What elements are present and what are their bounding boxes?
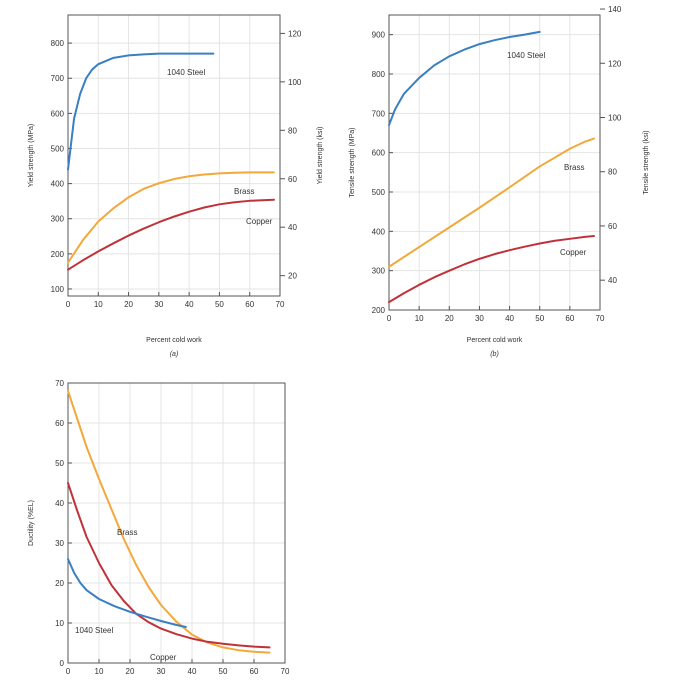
series-label-1040-steel: 1040 Steel xyxy=(507,51,545,60)
y-axis-label: Yield strength (MPa) xyxy=(28,124,35,188)
plot-frame xyxy=(388,14,601,311)
y-right-tick-label: 100 xyxy=(608,113,622,122)
x-tick-label: 20 xyxy=(445,314,454,323)
plot-frame xyxy=(67,382,286,664)
series-line-copper xyxy=(67,482,271,649)
x-tick-label: 60 xyxy=(245,300,254,309)
y-right-tick-label: 120 xyxy=(608,59,622,68)
y-tick-label: 60 xyxy=(55,419,64,428)
x-tick-label: 0 xyxy=(387,314,392,323)
panel-label: (a) xyxy=(170,351,179,358)
x-tick-label: 60 xyxy=(250,667,259,676)
series-line-brass xyxy=(67,171,275,264)
y-tick-label: 400 xyxy=(372,227,386,236)
plot-frame xyxy=(67,14,281,297)
y-tick-label: 10 xyxy=(55,619,64,628)
chart-c: 0 10 20 30 40 50 60 70 0 10 20 30 40 50 60 70 Ductility … xyxy=(28,379,290,676)
x-tick-label: 60 xyxy=(565,314,574,323)
series-line-brass xyxy=(67,390,271,654)
y-tick-label: 200 xyxy=(372,306,386,315)
series-line-1040-steel xyxy=(388,30,541,127)
y-tick-label: 300 xyxy=(372,267,386,276)
x-tick-label: 30 xyxy=(475,314,484,323)
x-tick-label: 10 xyxy=(415,314,424,323)
x-tick-label: 30 xyxy=(157,667,166,676)
y-right-tick-label: 40 xyxy=(288,223,297,232)
y-tick-label: 200 xyxy=(51,250,65,259)
y-tick-label: 700 xyxy=(51,74,65,83)
y-tick-label: 300 xyxy=(51,215,65,224)
y-axis-label-right: Yield strength (ksi) xyxy=(317,127,324,185)
y-tick-label: 500 xyxy=(372,188,386,197)
y-tick-label: 40 xyxy=(55,499,64,508)
y-tick-label: 600 xyxy=(372,149,386,158)
y-tick-label: 800 xyxy=(51,39,65,48)
x-tick-label: 40 xyxy=(505,314,514,323)
y-right-tick-label: 60 xyxy=(288,175,297,184)
y-axis-label: Tensile strength (MPa) xyxy=(349,127,356,197)
x-tick-label: 20 xyxy=(126,667,135,676)
series-label-1040-steel: 1040 Steel xyxy=(75,626,113,635)
y-tick-label: 800 xyxy=(372,70,386,79)
x-tick-label: 70 xyxy=(276,300,285,309)
series-label-copper: Copper xyxy=(150,653,177,662)
x-tick-label: 70 xyxy=(596,314,605,323)
series-line-1040-steel xyxy=(67,558,187,628)
y-axis-label: Ductility (%EL) xyxy=(28,500,35,546)
series-label-brass: Brass xyxy=(234,187,254,196)
y-right-tick-label: 100 xyxy=(288,78,302,87)
series-label-1040-steel: 1040 Steel xyxy=(167,68,205,77)
y-tick-label: 600 xyxy=(51,109,65,118)
x-tick-label: 20 xyxy=(124,300,133,309)
y-tick-label: 900 xyxy=(372,31,386,40)
series-line-copper xyxy=(388,235,595,304)
y-tick-label: 30 xyxy=(55,539,64,548)
series-line-1040-steel xyxy=(67,52,215,171)
x-axis-label: Percent cold work xyxy=(467,337,523,344)
series-line-brass xyxy=(388,137,595,268)
y-tick-label: 400 xyxy=(51,180,65,189)
y-right-tick-label: 40 xyxy=(608,276,617,285)
x-tick-label: 70 xyxy=(281,667,290,676)
y-right-tick-label: 80 xyxy=(608,168,617,177)
x-tick-label: 0 xyxy=(66,667,71,676)
panel-label: (b) xyxy=(490,351,499,358)
y-tick-label: 500 xyxy=(51,144,65,153)
y-axis-label-right: Tensile strength (ksi) xyxy=(643,130,650,194)
y-tick-label: 20 xyxy=(55,579,64,588)
x-tick-label: 10 xyxy=(94,300,103,309)
series-label-copper: Copper xyxy=(560,248,587,257)
y-right-tick-label: 60 xyxy=(608,222,617,231)
y-right-tick-label: 80 xyxy=(288,126,297,135)
series-line-copper xyxy=(67,198,275,271)
chart-a: 0 10 20 30 40 50 60 70 100 200 300 400 500 600 700 800 2… xyxy=(28,14,324,358)
y-tick-label: 700 xyxy=(372,109,386,118)
x-tick-label: 10 xyxy=(95,667,104,676)
series-label-brass: Brass xyxy=(117,528,137,537)
y-right-tick-label: 120 xyxy=(288,29,302,38)
x-tick-label: 50 xyxy=(215,300,224,309)
x-tick-label: 40 xyxy=(185,300,194,309)
x-tick-label: 30 xyxy=(154,300,163,309)
y-tick-label: 70 xyxy=(55,379,64,388)
x-tick-label: 40 xyxy=(188,667,197,676)
x-tick-label: 50 xyxy=(219,667,228,676)
x-tick-label: 0 xyxy=(66,300,71,309)
y-right-tick-label: 20 xyxy=(288,272,297,281)
series-label-brass: Brass xyxy=(564,163,584,172)
y-tick-label: 100 xyxy=(51,285,65,294)
chart-b: 0 10 20 30 40 50 60 70 200 300 400 500 600 700 800 900 4… xyxy=(349,5,650,358)
x-axis-label: Percent cold work xyxy=(146,337,202,344)
y-tick-label: 0 xyxy=(60,659,65,668)
y-tick-label: 50 xyxy=(55,459,64,468)
y-right-tick-label: 140 xyxy=(608,5,622,14)
x-tick-label: 50 xyxy=(535,314,544,323)
series-label-copper: Copper xyxy=(246,217,273,226)
